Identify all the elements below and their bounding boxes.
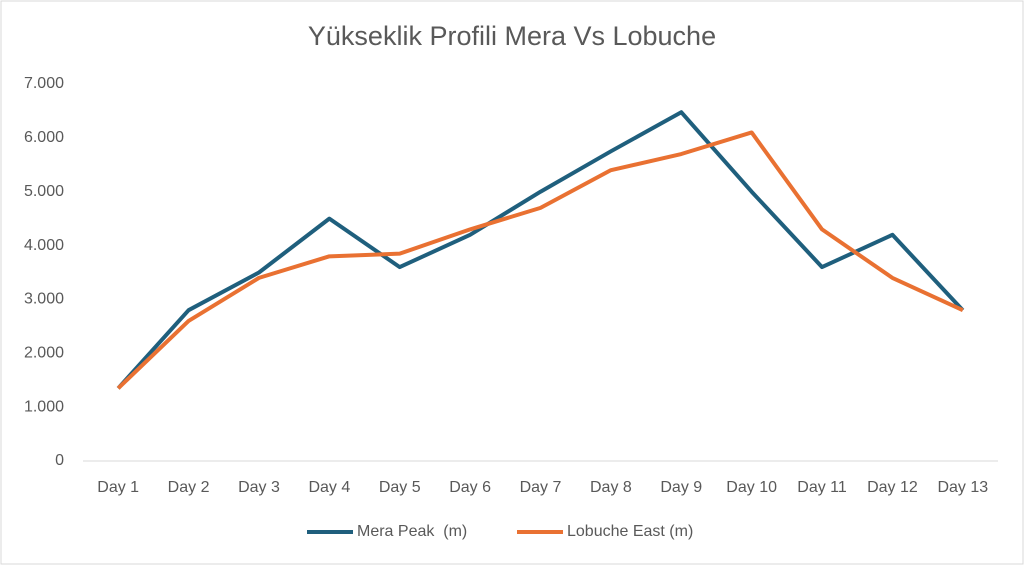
legend-label: Mera Peak (m) [357,523,467,540]
x-tick-label: Day 3 [238,479,280,496]
y-tick-label: 1.000 [24,398,64,415]
y-tick-label: 4.000 [24,237,64,254]
x-tick-label: Day 4 [308,479,350,496]
x-tick-label: Day 6 [449,479,491,496]
x-tick-label: Day 13 [937,479,988,496]
series-line [116,130,964,390]
y-tick-label: 7.000 [24,75,64,92]
x-tick-label: Day 2 [168,479,210,496]
chart-title: Yükseklik Profili Mera Vs Lobuche [308,21,716,51]
x-tick-label: Day 10 [726,479,777,496]
x-tick-label: Day 5 [379,479,421,496]
y-tick-label: 0 [55,452,64,469]
y-tick-label: 6.000 [24,129,64,146]
series-line [116,110,965,390]
y-tick-label: 2.000 [24,345,64,362]
x-tick-label: Day 7 [520,479,562,496]
x-tick-label: Day 8 [590,479,632,496]
x-tick-label: Day 11 [797,479,847,496]
y-tick-label: 3.000 [24,291,64,308]
legend-label: Lobuche East (m) [567,523,693,540]
x-tick-label: Day 1 [97,479,139,496]
x-tick-label: Day 12 [867,479,918,496]
y-tick-label: 5.000 [24,183,64,200]
x-tick-label: Day 9 [660,479,702,496]
